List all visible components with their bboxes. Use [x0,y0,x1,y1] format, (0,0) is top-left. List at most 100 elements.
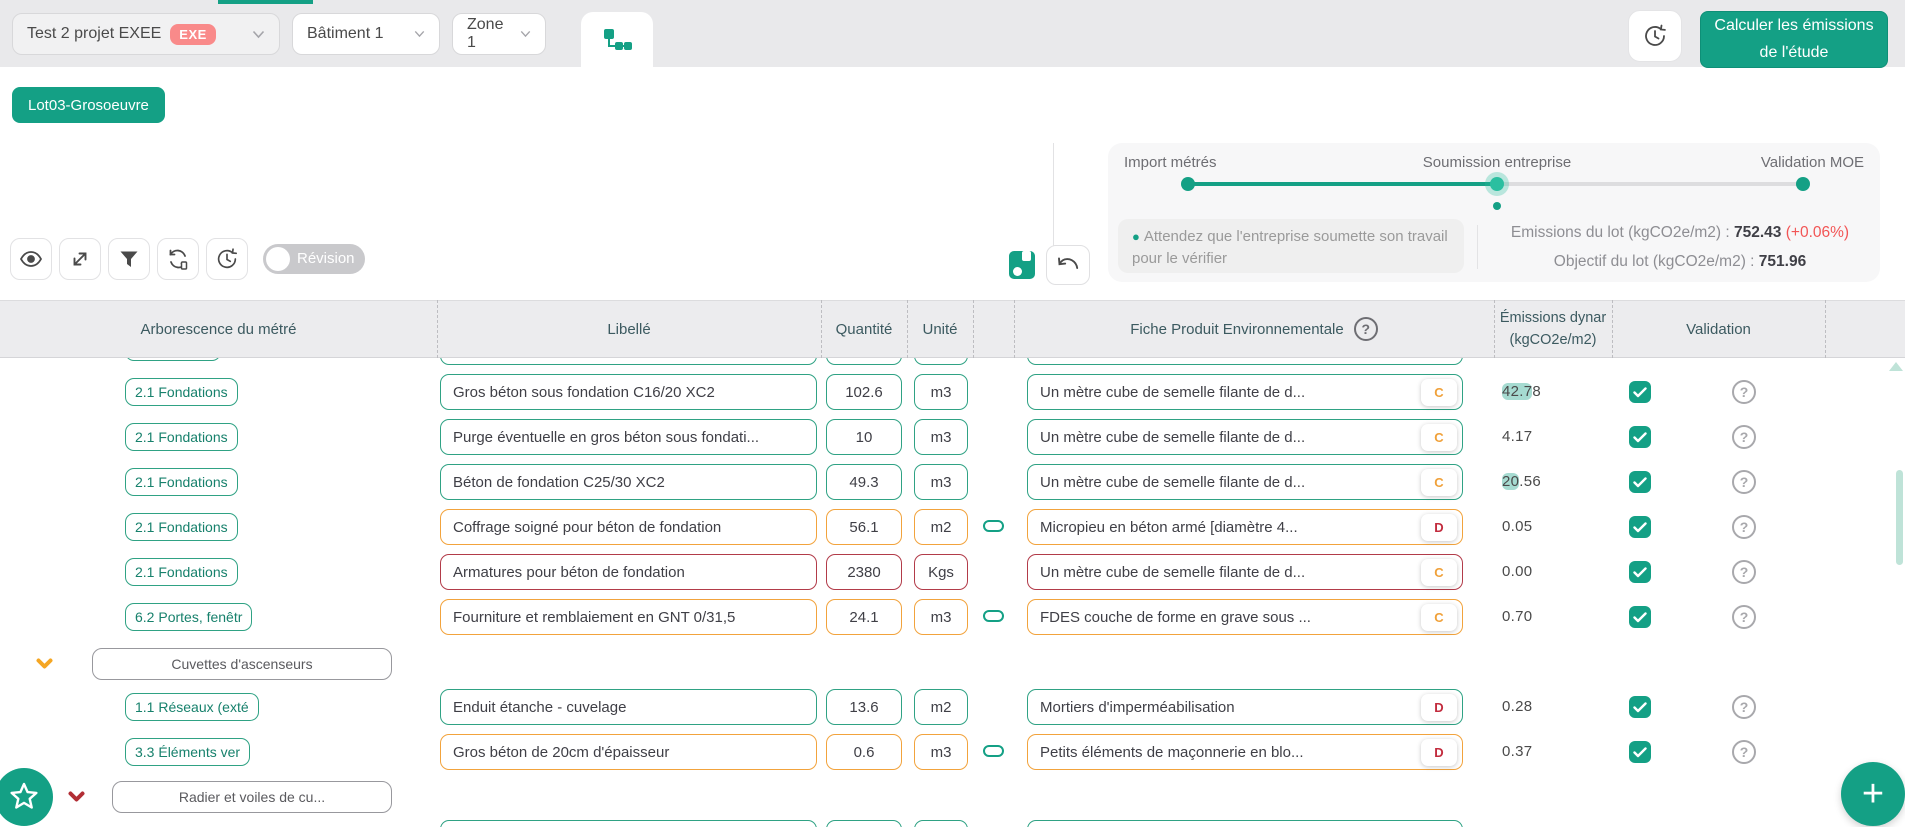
libelle-cell[interactable]: Gros béton sous fondation C16/20 XC2 [440,374,817,410]
chevron-down-icon[interactable] [36,658,53,670]
sync-button[interactable] [157,238,199,280]
tree-node-pill[interactable]: 2.1 Fondations [125,468,238,496]
emission-value: 0.70 [1502,608,1533,625]
libelle-cell[interactable]: Gros béton de 20cm d'épaisseur [440,734,817,770]
fdes-cell[interactable]: Un mètre cube de semelle filante de d...… [1027,554,1463,590]
tree-node-pill[interactable]: 1.1 Réseaux (exté [125,693,259,721]
link-pill-icon[interactable] [983,745,1004,757]
quantite-cell[interactable]: 13.6 [826,689,902,725]
link-pill-icon[interactable] [983,520,1004,532]
unite-cell[interactable] [914,358,968,365]
quantite-cell[interactable]: 2380 [826,554,902,590]
quantite-cell[interactable]: 24.1 [826,599,902,635]
fdes-cell[interactable]: Un mètre cube de semelle filante de d...… [1027,374,1463,410]
validation-checkbox[interactable] [1629,381,1651,403]
validation-checkbox[interactable] [1629,426,1651,448]
fdes-cell[interactable]: Micropieu en béton armé [diamètre 4... D [1027,509,1463,545]
tree-node-pill[interactable]: 2.1 Fondations [125,558,238,586]
toggle-knob [266,247,290,271]
quantite-cell[interactable] [826,820,902,827]
libelle-cell[interactable]: Béton de fondation C25/30 XC2 [440,464,817,500]
fdes-help-icon[interactable]: ? [1353,317,1378,341]
tree-group-label[interactable]: Cuvettes d'ascenseurs [92,648,392,680]
filter-button[interactable] [108,238,150,280]
calculate-emissions-button[interactable]: Calculer les émissions de l'étude [1700,11,1888,68]
revision-toggle[interactable]: Révision [263,244,365,274]
unite-cell[interactable]: m2 [914,509,968,545]
visibility-button[interactable] [10,238,52,280]
validation-checkbox[interactable] [1629,471,1651,493]
save-button[interactable] [1008,249,1036,281]
validation-checkbox[interactable] [1629,696,1651,718]
tree-node-pill[interactable]: 2.1 Fondations [125,378,238,406]
unite-cell[interactable] [914,820,968,827]
row-help-icon[interactable]: ? [1732,740,1756,764]
unite-cell[interactable]: m2 [914,689,968,725]
undo-button[interactable] [1046,245,1090,285]
libelle-cell[interactable] [440,820,817,827]
quantite-cell[interactable]: 0.6 [826,734,902,770]
unite-cell[interactable]: Kgs [914,554,968,590]
libelle-cell[interactable]: Enduit étanche - cuvelage [440,689,817,725]
fdes-cell[interactable]: Petits éléments de maçonnerie en blo... D [1027,734,1463,770]
validation-checkbox[interactable] [1629,516,1651,538]
scrollbar-thumb[interactable] [1896,470,1903,565]
stepper-line-todo [1497,182,1803,186]
scroll-up-arrow[interactable] [1889,362,1903,371]
table-row [0,820,1905,827]
tree-node-pill[interactable]: 6.2 Portes, fenêtr [125,603,253,631]
quantite-cell[interactable]: 10 [826,419,902,455]
link-pill-icon[interactable] [983,610,1004,622]
table-row: 6.2 Portes, fenêtr Fourniture et remblaie… [0,599,1905,635]
libelle-cell[interactable]: Fourniture et remblaiement en GNT 0/31,5 [440,599,817,635]
quantite-cell[interactable]: 56.1 [826,509,902,545]
zone-select[interactable]: Zone 1 [452,13,546,55]
fdes-cell[interactable] [1027,820,1463,827]
validation-checkbox[interactable] [1629,741,1651,763]
row-help-icon[interactable]: ? [1732,470,1756,494]
fdes-grade-badge: D [1421,738,1457,766]
tree-group-label[interactable]: Radier et voiles de cu... [112,781,392,813]
chevron-down-icon[interactable] [68,791,85,803]
project-select[interactable]: Test 2 projet EXEE EXE [12,13,280,55]
add-row-fab[interactable]: + [1841,762,1905,826]
lot-badge[interactable]: Lot03-Grosoeuvre [12,87,165,123]
table-body: 2.1 Fondations Gros béton sous fondation … [0,358,1905,827]
fdes-cell[interactable]: FDES couche de forme en grave sous ... C [1027,599,1463,635]
unite-cell[interactable]: m3 [914,374,968,410]
history-button[interactable] [1628,10,1682,62]
building-select[interactable]: Bâtiment 1 [292,13,440,55]
libelle-cell[interactable] [440,358,817,365]
tree-node-pill[interactable]: 2.1 Fondations [125,423,238,451]
tree-node-pill[interactable]: 2.1 Fondations [125,513,238,541]
fdes-cell[interactable]: Mortiers d'imperméabilisation D [1027,689,1463,725]
libelle-cell[interactable]: Armatures pour béton de fondation [440,554,817,590]
row-help-icon[interactable]: ? [1732,605,1756,629]
tab-metre-hierarchy[interactable] [581,12,653,67]
unite-cell[interactable]: m3 [914,464,968,500]
unite-cell[interactable]: m3 [914,734,968,770]
unite-cell[interactable]: m3 [914,599,968,635]
validation-checkbox[interactable] [1629,606,1651,628]
libelle-cell[interactable]: Purge éventuelle en gros béton sous fond… [440,419,817,455]
time-travel-button[interactable] [206,238,248,280]
fdes-cell[interactable]: Un mètre cube de semelle filante de d...… [1027,464,1463,500]
table-row: 2.1 Fondations Armatures pour béton de fo… [0,554,1905,590]
expand-button[interactable] [59,238,101,280]
tree-node-pill[interactable] [125,358,221,361]
quantite-cell[interactable]: 49.3 [826,464,902,500]
validation-checkbox[interactable] [1629,561,1651,583]
libelle-cell[interactable]: Coffrage soigné pour béton de fondation [440,509,817,545]
favorites-fab[interactable] [0,768,53,826]
row-help-icon[interactable]: ? [1732,515,1756,539]
quantite-cell[interactable] [826,358,902,365]
quantite-cell[interactable]: 102.6 [826,374,902,410]
fdes-cell[interactable]: Un mètre cube de semelle filante de d...… [1027,419,1463,455]
tree-node-pill[interactable]: 3.3 Éléments ver [125,738,251,766]
unite-cell[interactable]: m3 [914,419,968,455]
row-help-icon[interactable]: ? [1732,380,1756,404]
fdes-cell[interactable] [1027,358,1463,365]
row-help-icon[interactable]: ? [1732,560,1756,584]
row-help-icon[interactable]: ? [1732,425,1756,449]
row-help-icon[interactable]: ? [1732,695,1756,719]
